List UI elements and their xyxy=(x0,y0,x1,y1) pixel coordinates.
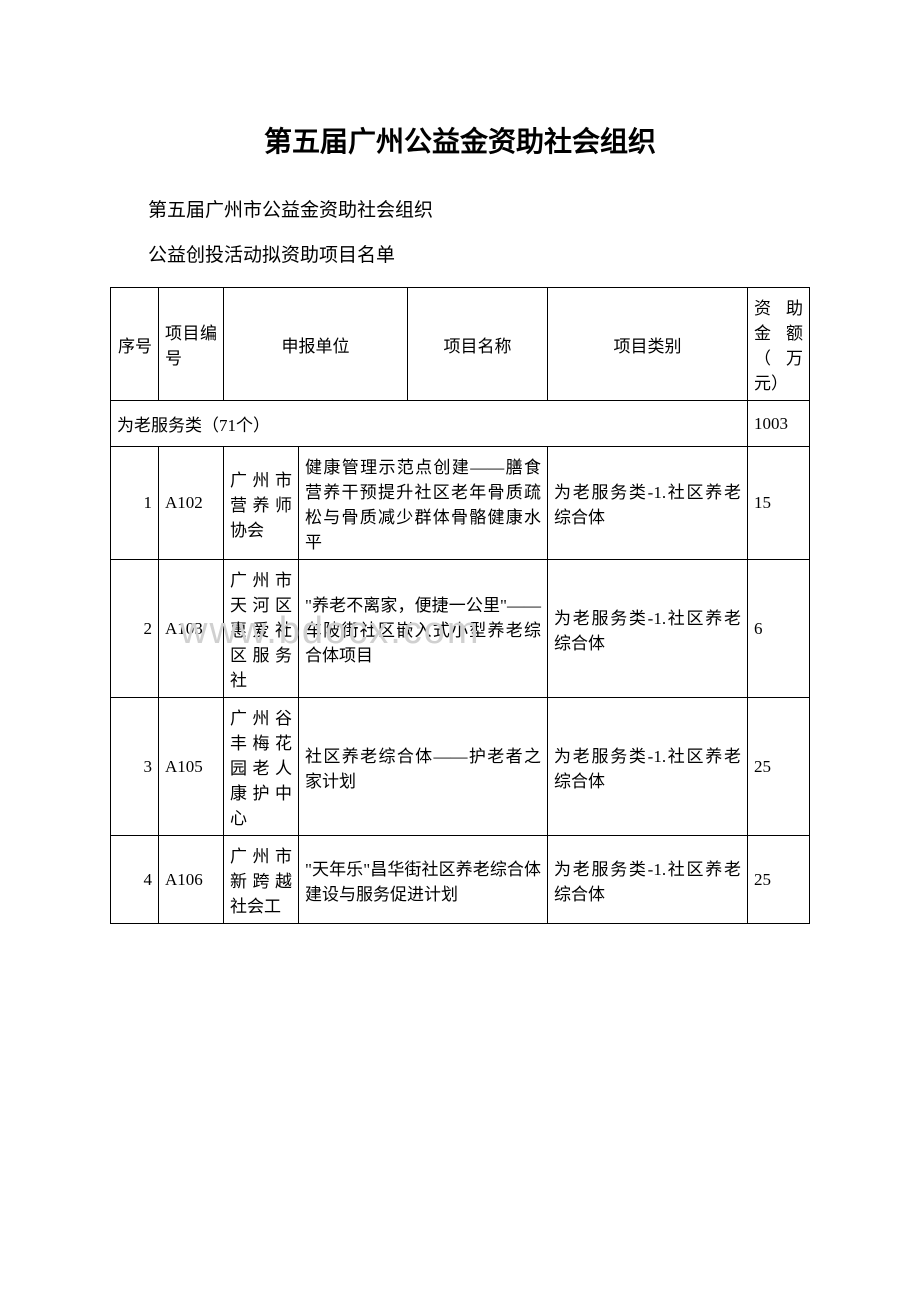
header-org: 申报单位 xyxy=(224,288,408,401)
category-label: 为老服务类（71个） xyxy=(111,401,748,447)
cell-category: 为老服务类-1.社区养老综合体 xyxy=(548,447,748,560)
cell-seq: 3 xyxy=(111,698,159,836)
cell-category: 为老服务类-1.社区养老综合体 xyxy=(548,698,748,836)
cell-project: "天年乐"昌华街社区养老综合体建设与服务促进计划 xyxy=(299,836,548,924)
category-summary-row: 为老服务类（71个） 1003 xyxy=(111,401,810,447)
table-row: 1 A102 广州市营养师协会 健康管理示范点创建——膳食营养干预提升社区老年骨… xyxy=(111,447,810,560)
cell-amount: 25 xyxy=(748,698,810,836)
cell-code: A105 xyxy=(159,698,224,836)
cell-seq: 4 xyxy=(111,836,159,924)
cell-code: A103 xyxy=(159,560,224,698)
cell-category: 为老服务类-1.社区养老综合体 xyxy=(548,560,748,698)
cell-code: A102 xyxy=(159,447,224,560)
cell-amount: 6 xyxy=(748,560,810,698)
cell-org: 广州市新跨越社会工 xyxy=(224,836,299,924)
header-amount: 资助金额（万元） xyxy=(748,288,810,401)
cell-org: 广州市天河区惠爱社区服务社 xyxy=(224,560,299,698)
header-code: 项目编号 xyxy=(159,288,224,401)
header-project: 项目名称 xyxy=(408,288,548,401)
cell-amount: 15 xyxy=(748,447,810,560)
cell-project: "养老不离家，便捷一公里"——车陂街社区嵌入式小型养老综合体项目 xyxy=(299,560,548,698)
table-row: 3 A105 广州谷丰梅花园老人康护中心 社区养老综合体——护老者之家计划 为老… xyxy=(111,698,810,836)
cell-code: A106 xyxy=(159,836,224,924)
document-title: 第五届广州公益金资助社会组织 xyxy=(110,120,810,160)
header-seq: 序号 xyxy=(111,288,159,401)
table-row: 4 A106 广州市新跨越社会工 "天年乐"昌华街社区养老综合体建设与服务促进计… xyxy=(111,836,810,924)
cell-org: 广州谷丰梅花园老人康护中心 xyxy=(224,698,299,836)
header-category: 项目类别 xyxy=(548,288,748,401)
cell-seq: 2 xyxy=(111,560,159,698)
funding-table: 序号 项目编号 申报单位 项目名称 项目类别 资助金额（万元） 为老服务类（71… xyxy=(110,287,810,924)
subtitle-line-1: 第五届广州市公益金资助社会组织 xyxy=(110,195,810,222)
cell-project: 社区养老综合体——护老者之家计划 xyxy=(299,698,548,836)
table-row: 2 A103 广州市天河区惠爱社区服务社 "养老不离家，便捷一公里"——车陂街社… xyxy=(111,560,810,698)
cell-amount: 25 xyxy=(748,836,810,924)
table-header-row: 序号 项目编号 申报单位 项目名称 项目类别 资助金额（万元） xyxy=(111,288,810,401)
subtitle-line-2: 公益创投活动拟资助项目名单 xyxy=(110,240,810,267)
cell-seq: 1 xyxy=(111,447,159,560)
cell-category: 为老服务类-1.社区养老综合体 xyxy=(548,836,748,924)
cell-project: 健康管理示范点创建——膳食营养干预提升社区老年骨质疏松与骨质减少群体骨骼健康水平 xyxy=(299,447,548,560)
cell-org: 广州市营养师协会 xyxy=(224,447,299,560)
category-total: 1003 xyxy=(748,401,810,447)
